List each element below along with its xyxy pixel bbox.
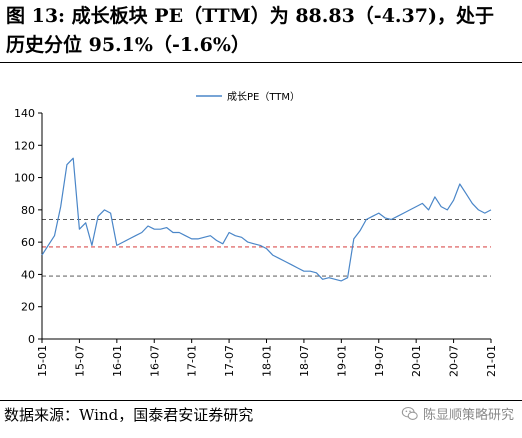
x-tick-label: 16-07 bbox=[148, 345, 161, 377]
figure-title-line1: 图 13: 成长板块 PE（TTM）为 88.83（-4.37)，处于 bbox=[6, 5, 494, 27]
series-line-growth-pe bbox=[41, 157, 492, 282]
x-tick-label: 20-01 bbox=[410, 345, 423, 377]
x-axis: 15-01 15-07 16-01 16-07 17-01 17-07 18-01 18-07… bbox=[36, 338, 498, 377]
y-tick-label: 20 bbox=[21, 301, 35, 314]
x-tick-label: 20-07 bbox=[448, 345, 461, 377]
x-tick-label: 19-01 bbox=[335, 345, 348, 377]
reference-lines bbox=[42, 219, 491, 277]
wechat-icon bbox=[401, 406, 418, 420]
figure-title: 图 13: 成长板块 PE（TTM）为 88.83（-4.37)，处于 历史分位… bbox=[6, 2, 518, 60]
legend: 成长PE（TTM） bbox=[196, 91, 300, 103]
watermark-text: 陈显顺策略研究 bbox=[422, 408, 514, 423]
y-tick-label: 80 bbox=[21, 204, 35, 217]
data-source: 数据来源：Wind，国泰君安证券研究 bbox=[4, 406, 254, 424]
x-tick-label: 19-07 bbox=[373, 345, 386, 377]
y-tick-label: 100 bbox=[14, 172, 35, 185]
x-tick-label: 15-01 bbox=[36, 345, 49, 377]
y-tick-label: 40 bbox=[21, 268, 35, 281]
bottom-rule bbox=[0, 400, 522, 401]
watermark: 陈显顺策略研究 bbox=[401, 404, 514, 423]
y-tick-label: 120 bbox=[14, 139, 35, 152]
x-tick-label: 18-07 bbox=[298, 345, 311, 377]
x-tick-label: 18-01 bbox=[261, 345, 274, 377]
x-tick-label: 21-01 bbox=[485, 345, 498, 377]
y-tick-label: 60 bbox=[21, 236, 35, 249]
legend-label: 成长PE（TTM） bbox=[227, 91, 300, 103]
y-tick-label: 0 bbox=[28, 333, 35, 346]
x-tick-label: 17-07 bbox=[223, 345, 236, 377]
x-tick-label: 16-01 bbox=[111, 345, 124, 377]
y-axis: 0 20 40 60 80 100 120 140 bbox=[14, 107, 43, 346]
top-rule bbox=[0, 62, 522, 63]
x-tick-label: 15-07 bbox=[73, 345, 86, 377]
figure-title-line2: 历史分位 95.1%（-1.6%） bbox=[6, 34, 250, 56]
x-tick-label: 17-01 bbox=[186, 345, 199, 377]
y-tick-label: 140 bbox=[14, 107, 35, 120]
